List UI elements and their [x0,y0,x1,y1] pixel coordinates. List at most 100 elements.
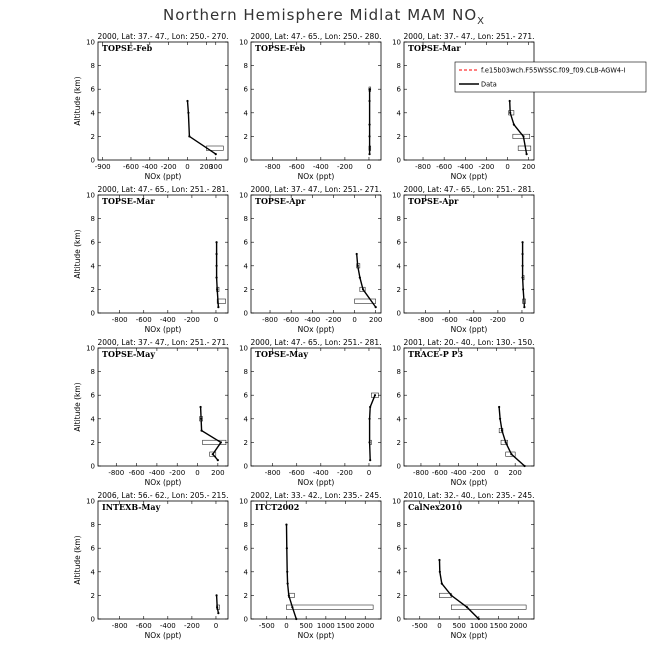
data-point [200,429,203,432]
panel-6: 2000, Lat: 47.- 65., Lon: 251.- 281. 0 2 4 6… [392,185,534,334]
x-tick-label: 1500 [490,622,508,630]
data-point [295,617,298,621]
data-point [509,111,512,114]
data-point [291,606,294,609]
x-axis-label: NOx (ppt) [298,325,335,334]
x-tick-label: -200 [470,469,486,477]
y-tick-label: 6 [91,239,96,247]
x-tick-label: 0 [185,163,189,171]
x-tick-label: 500 [452,622,465,630]
campaign-label: TOPSE-Mar [102,196,155,206]
data-point [369,405,372,409]
data-point [521,276,524,279]
data-point [187,111,190,114]
data-point [373,394,377,397]
x-axis-label: NOx (ppt) [298,172,335,181]
x-tick-label: 200 [200,163,213,171]
y-tick-label: 4 [244,415,249,423]
panel-7: 2000, Lat: 37.- 47., Lon: 251.- 271. 0 2 4 6… [73,338,228,487]
x-tick-label: -500 [259,622,275,630]
panel-10: 2006, Lat: 56.- 62., Lon: 205.- 215. 0 2 4 6… [73,491,228,640]
panel-header: 2002, Lat: 33.- 42., Lon: 235.- 245. [251,491,382,500]
data-point [368,135,371,138]
data-point [186,99,189,103]
data-point [211,453,214,456]
y-tick-label: 4 [397,568,402,576]
y-tick-label: 8 [91,521,95,529]
x-tick-label: -400 [142,163,158,171]
data-point [521,264,524,267]
data-point [368,417,371,420]
campaign-label: TOPSE-Feb [102,43,153,53]
y-tick-label: 8 [244,521,248,529]
y-tick-label: 8 [397,368,401,376]
series-line [215,595,220,614]
y-tick-label: 10 [392,345,401,353]
series-line [368,394,376,461]
series-line [521,242,526,308]
x-axis-label: NOx (ppt) [145,172,182,181]
x-tick-label: -200 [325,316,341,324]
x-tick-label: -200 [161,163,177,171]
legend-data-label: Data [481,81,497,89]
x-tick-label: 2000 [356,622,374,630]
campaign-label: INTEXB-May [102,502,161,512]
data-box [216,298,226,304]
y-tick-label: 0 [397,157,401,165]
y-tick-label: 6 [244,392,249,400]
x-tick-label: 0 [352,316,356,324]
data-point [440,582,443,585]
data-box [517,145,532,151]
x-axis-label: NOx (ppt) [145,631,182,640]
campaign-label: TRACE-P P3 [408,349,464,359]
panel-frame [403,500,535,620]
x-tick-label: -600 [136,622,152,630]
data-point [438,558,441,562]
panel-header: 2000, Lat: 37.- 47., Lon: 250.- 270. [98,32,229,41]
y-tick-label: 6 [244,239,249,247]
y-tick-label: 8 [91,62,95,70]
y-tick-label: 10 [392,39,401,47]
y-tick-label: 10 [86,498,95,506]
data-point [508,99,511,103]
x-tick-label: 0 [494,469,498,477]
campaign-label: ITCT2002 [255,502,299,512]
campaign-label: TOPSE-Apr [255,196,306,206]
y-axis-label: Altitude (km) [73,76,82,125]
series-line [199,406,222,461]
x-tick-label: 0 [367,469,371,477]
y-tick-label: 10 [239,498,248,506]
y-tick-label: 6 [397,392,402,400]
data-point [217,306,220,309]
series-line [186,100,217,155]
panel-header: 2006, Lat: 56.- 62., Lon: 205.- 215. [98,491,229,500]
y-tick-label: 8 [397,521,401,529]
y-tick-label: 0 [91,157,95,165]
x-axis-label: NOx (ppt) [451,325,488,334]
x-tick-label: -400 [457,163,473,171]
data-point [286,570,289,573]
x-tick-label: -600 [442,316,458,324]
x-tick-label: -800 [415,163,431,171]
data-point [369,459,372,462]
data-point [214,153,217,156]
campaign-label: CalNex2010 [408,502,462,512]
y-tick-label: 2 [91,133,95,141]
x-tick-label: -800 [262,316,278,324]
data-point [521,252,524,256]
x-tick-label: 1000 [317,622,335,630]
data-point [498,405,501,409]
legend-model-label: f.e15b03wch.F55WSSC.f09_f09.CLB-AGW4-I [481,67,625,75]
y-tick-label: 2 [244,439,248,447]
panel-header: 2000, Lat: 47.- 65., Lon: 251.- 281. [404,185,535,194]
data-point [521,241,524,244]
y-tick-label: 0 [244,157,248,165]
y-tick-label: 4 [91,262,96,270]
data-box [451,604,527,610]
x-tick-label: -600 [123,163,139,171]
panel-3: 2000, Lat: 37.- 47., Lon: 251.- 271. 0 2 4 6… [392,32,535,181]
data-point [504,441,507,444]
x-tick-label: -600 [436,163,452,171]
data-box [354,298,376,304]
data-point [188,135,191,138]
